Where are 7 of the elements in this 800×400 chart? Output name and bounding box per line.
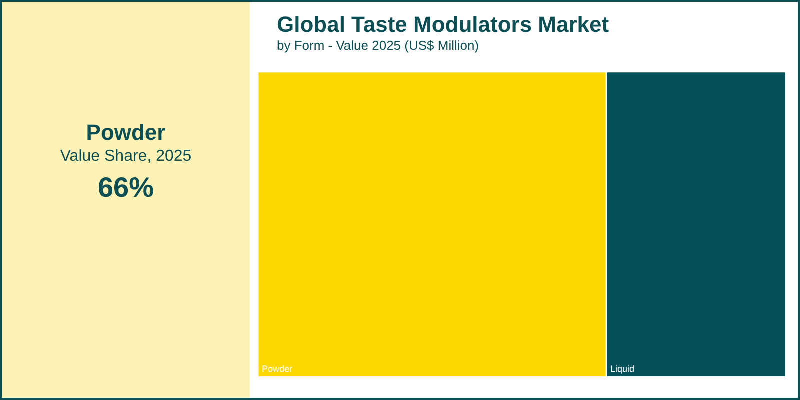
series-label: Powder (262, 364, 293, 374)
chart-title: Global Taste Modulators Market (277, 12, 610, 38)
text: Value Share, 2025 (59, 148, 193, 166)
text: 66% (96, 172, 156, 204)
series-label: Liquid (610, 364, 635, 374)
chart-subtitle: by Form - Value 2025 (US$ Million) (277, 38, 480, 53)
text: Powder (85, 120, 167, 146)
